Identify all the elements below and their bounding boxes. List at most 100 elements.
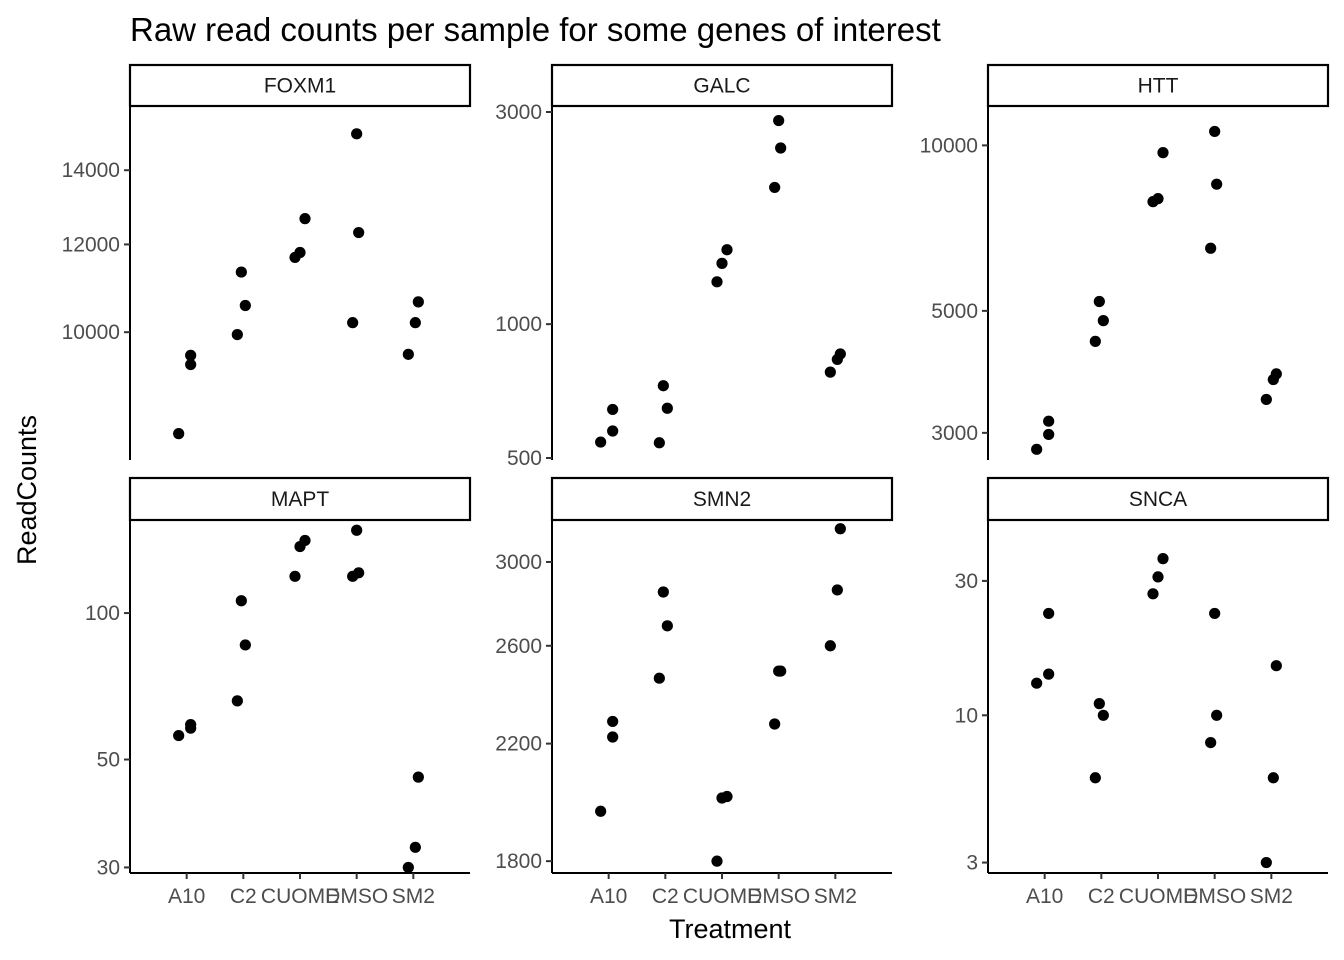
- data-point: [1209, 607, 1221, 620]
- data-point: [721, 244, 733, 256]
- y-tick-label: 12000: [62, 233, 120, 256]
- x-tick-label: SM2: [814, 885, 857, 908]
- data-point: [1043, 428, 1055, 441]
- data-point: [1270, 660, 1282, 672]
- y-tick-label: 1000: [495, 313, 542, 336]
- data-point: [299, 534, 311, 547]
- data-point: [1043, 668, 1055, 680]
- facet-panel-htt: HTT 3000 5000 10000: [920, 63, 1330, 460]
- data-point: [657, 380, 669, 392]
- y-tick-label: 10000: [62, 321, 120, 344]
- data-point: [402, 348, 414, 360]
- x-tick-label: A10: [168, 885, 205, 908]
- data-point: [1260, 393, 1272, 406]
- y-tick-label: 3: [966, 852, 978, 875]
- data-point: [1209, 125, 1221, 138]
- data-point: [351, 524, 363, 536]
- strip-box-mapt: [128, 476, 472, 522]
- data-point: [824, 640, 836, 652]
- strip-label: SMN2: [693, 488, 751, 511]
- y-tick-label: 14000: [62, 159, 120, 182]
- data-point: [716, 257, 728, 269]
- x-tick-label: A10: [590, 885, 627, 908]
- data-point: [409, 317, 421, 329]
- data-point: [834, 523, 846, 535]
- data-point: [831, 584, 843, 596]
- strip-label: GALC: [693, 75, 750, 98]
- data-point: [1270, 368, 1282, 380]
- strip-label: SNCA: [1129, 488, 1187, 511]
- facet-panels: FOXM1 10000 12000 14000 GALC 500 1000 3000 HTT 30…: [62, 63, 1330, 908]
- y-tick-label: 100: [85, 602, 120, 625]
- y-tick-label: 50: [97, 749, 120, 772]
- data-point: [294, 246, 306, 259]
- data-point: [1260, 856, 1272, 869]
- chart-title: Raw read counts per sample for some gene…: [130, 11, 941, 48]
- data-point: [661, 402, 673, 414]
- data-point: [1152, 571, 1164, 583]
- x-tick-label: DMSO: [1183, 885, 1246, 908]
- data-point: [299, 213, 311, 225]
- data-point: [173, 428, 185, 440]
- x-tick-label: SM2: [392, 885, 435, 908]
- data-point: [1267, 772, 1279, 784]
- strip-box-snca: [986, 476, 1330, 522]
- x-tick-label: C2: [652, 885, 679, 908]
- data-point: [1043, 607, 1055, 620]
- data-point: [231, 695, 243, 707]
- data-point: [607, 403, 619, 416]
- data-point: [595, 805, 607, 817]
- data-point: [1097, 709, 1109, 721]
- data-point: [347, 317, 359, 329]
- y-tick-label: 30: [97, 856, 120, 879]
- data-point: [1152, 193, 1164, 205]
- data-point: [1147, 588, 1159, 600]
- data-point: [353, 567, 365, 579]
- y-axis-title: ReadCounts: [12, 415, 42, 565]
- data-point: [412, 296, 424, 308]
- data-point: [1157, 553, 1169, 565]
- y-tick-label: 10: [955, 704, 978, 727]
- x-tick-label: CUOME: [683, 885, 761, 908]
- data-point: [185, 718, 197, 731]
- x-tick-label: CUOME: [261, 885, 339, 908]
- y-tick-label: 30: [955, 570, 978, 593]
- x-tick-label: C2: [230, 885, 257, 908]
- x-tick-label: SM2: [1250, 885, 1293, 908]
- data-point: [1211, 709, 1223, 721]
- data-point: [351, 128, 363, 140]
- y-tick-label: 500: [507, 447, 542, 470]
- data-point: [402, 861, 414, 874]
- data-point: [824, 366, 836, 378]
- data-point: [657, 586, 669, 598]
- data-point: [653, 437, 665, 449]
- data-point: [1089, 772, 1101, 784]
- data-point: [769, 181, 781, 194]
- x-tick-label: CUOME: [1119, 885, 1197, 908]
- data-point: [185, 358, 197, 371]
- y-tick-label: 5000: [931, 300, 978, 323]
- data-point: [607, 425, 619, 437]
- data-point: [1043, 415, 1055, 427]
- data-point: [239, 299, 251, 312]
- strip-label: HTT: [1138, 75, 1179, 98]
- data-point: [595, 436, 607, 448]
- data-point: [773, 114, 785, 127]
- y-tick-label: 2600: [495, 635, 542, 658]
- data-point: [231, 329, 243, 341]
- x-tick-label: DMSO: [747, 885, 810, 908]
- data-point: [1093, 295, 1105, 308]
- data-point: [412, 771, 424, 783]
- data-point: [353, 226, 365, 239]
- x-axis-title: Treatment: [669, 914, 792, 944]
- x-tick-label: DMSO: [325, 885, 388, 908]
- x-tick-label: C2: [1088, 885, 1115, 908]
- data-point: [1093, 698, 1105, 710]
- data-point: [235, 595, 247, 607]
- data-point: [1157, 147, 1169, 159]
- data-point: [721, 790, 733, 803]
